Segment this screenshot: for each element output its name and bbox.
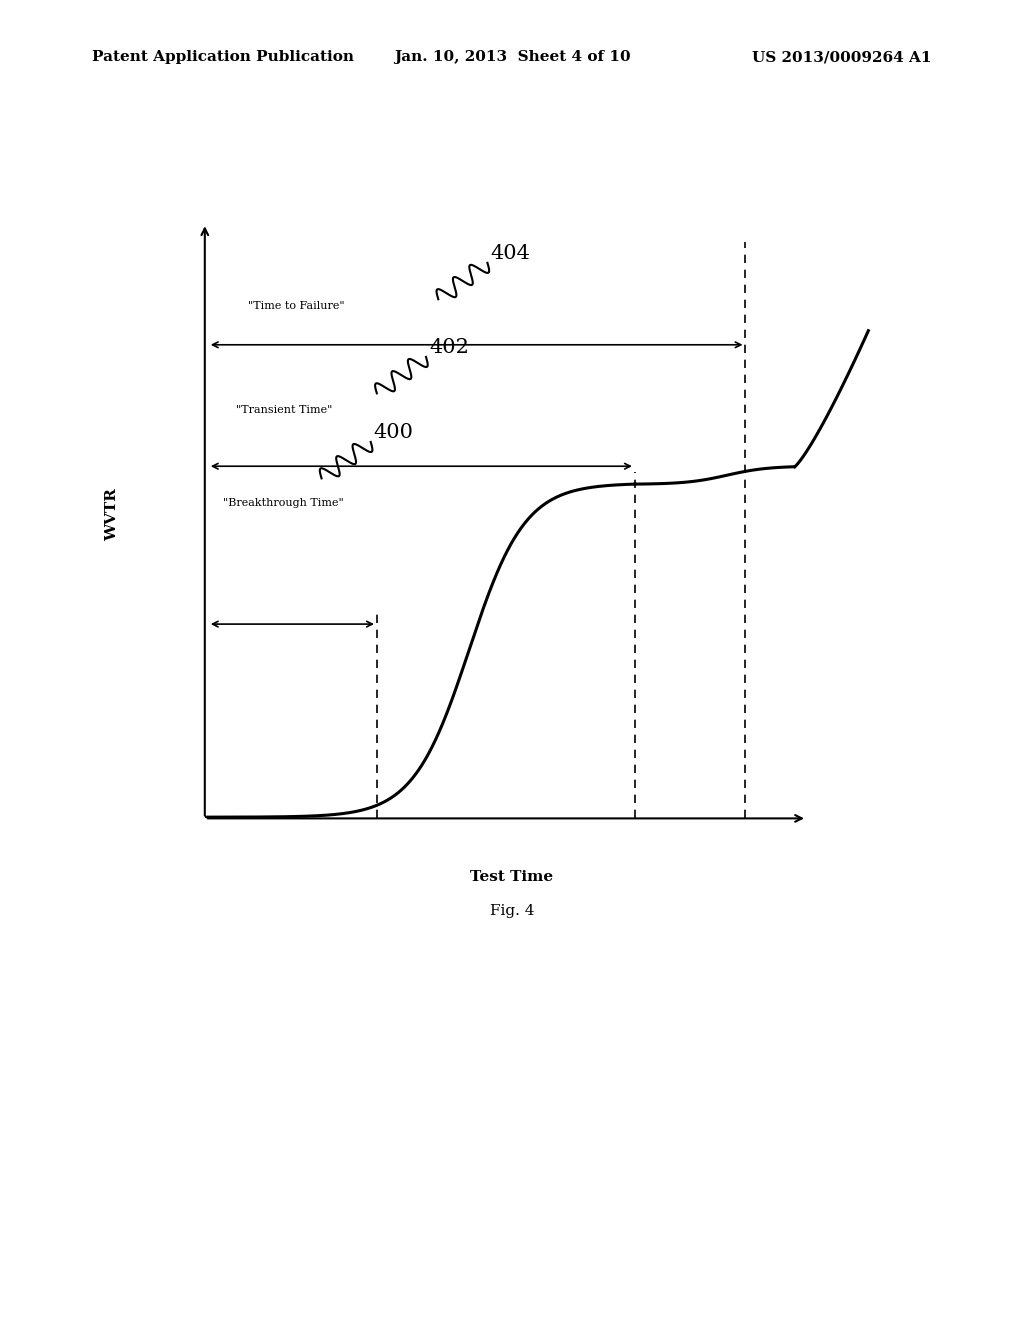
Text: 400: 400 [374, 422, 414, 442]
Text: WVTR: WVTR [105, 488, 120, 541]
Text: Jan. 10, 2013  Sheet 4 of 10: Jan. 10, 2013 Sheet 4 of 10 [393, 50, 631, 65]
Text: 404: 404 [490, 244, 530, 263]
Text: Fig. 4: Fig. 4 [489, 904, 535, 919]
Text: "Transient Time": "Transient Time" [236, 405, 332, 414]
Text: 402: 402 [429, 338, 469, 356]
Text: US 2013/0009264 A1: US 2013/0009264 A1 [753, 50, 932, 65]
Text: Test Time: Test Time [470, 870, 554, 884]
Text: Patent Application Publication: Patent Application Publication [92, 50, 354, 65]
Text: "Time to Failure": "Time to Failure" [248, 301, 344, 312]
Text: "Breakthrough Time": "Breakthrough Time" [223, 498, 344, 507]
